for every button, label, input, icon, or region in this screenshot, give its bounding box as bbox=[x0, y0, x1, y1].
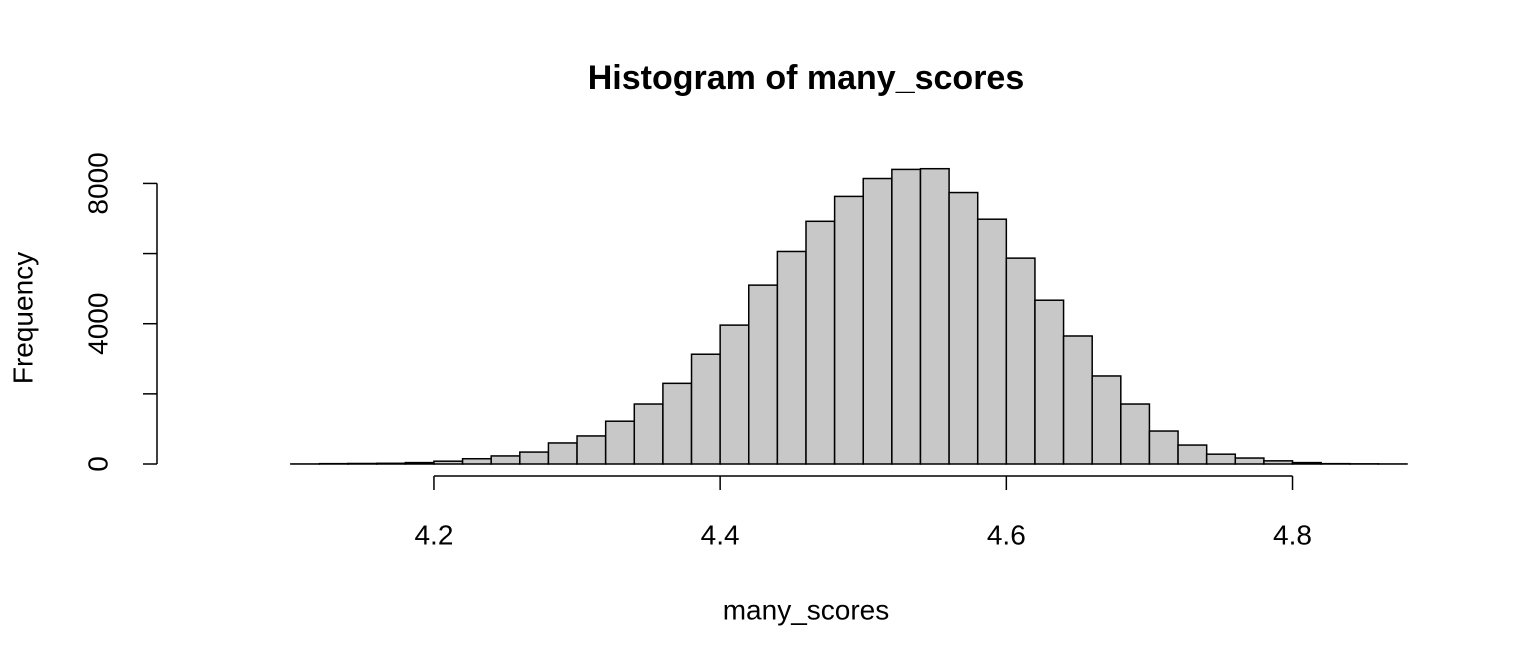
x-tick-label: 4.8 bbox=[1273, 519, 1312, 550]
bar bbox=[891, 168, 922, 465]
bar bbox=[776, 250, 807, 465]
chart-title: Histogram of many_scores bbox=[588, 59, 1025, 97]
bar bbox=[490, 455, 521, 465]
bar bbox=[1120, 403, 1151, 465]
bar bbox=[519, 451, 550, 465]
bar bbox=[1005, 257, 1036, 465]
bar bbox=[347, 462, 378, 465]
bar bbox=[1034, 299, 1065, 465]
bar bbox=[976, 218, 1008, 465]
bar bbox=[662, 382, 693, 465]
x-tick-label: 4.4 bbox=[701, 519, 740, 550]
bar bbox=[604, 420, 636, 465]
y-tick-label: 4000 bbox=[82, 293, 113, 355]
bar bbox=[833, 195, 864, 465]
bar bbox=[404, 461, 435, 465]
bar bbox=[690, 353, 721, 465]
bar bbox=[805, 220, 836, 465]
bar bbox=[547, 442, 578, 465]
bar bbox=[1177, 444, 1208, 465]
bar bbox=[1234, 457, 1265, 465]
x-tick-label: 4.6 bbox=[987, 519, 1026, 550]
bar bbox=[461, 457, 492, 465]
bar bbox=[748, 284, 779, 465]
bar bbox=[862, 177, 893, 465]
x-tick-label: 4.2 bbox=[414, 519, 453, 550]
y-tick-label: 0 bbox=[82, 456, 113, 472]
bar bbox=[1091, 375, 1122, 465]
bar bbox=[719, 324, 750, 465]
bar bbox=[576, 435, 607, 465]
bar bbox=[919, 167, 950, 465]
bar bbox=[1062, 335, 1093, 465]
bar bbox=[375, 462, 407, 465]
bar bbox=[1291, 461, 1322, 465]
x-axis-label: many_scores bbox=[723, 594, 890, 625]
bar bbox=[1205, 453, 1237, 465]
y-tick-label: 8000 bbox=[82, 152, 113, 214]
bar bbox=[633, 403, 664, 465]
y-axis-label: Frequency bbox=[7, 252, 38, 384]
bar bbox=[1263, 460, 1294, 465]
bar bbox=[948, 191, 979, 465]
bar bbox=[1148, 430, 1179, 465]
bar bbox=[433, 460, 464, 465]
